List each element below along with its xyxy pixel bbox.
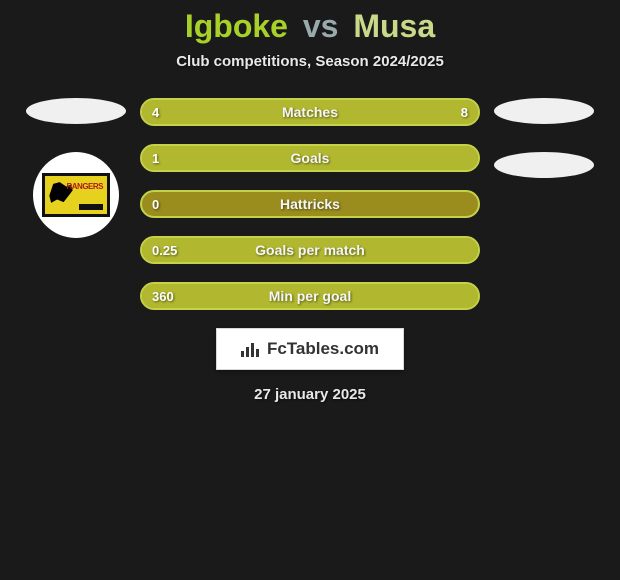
date-text: 27 january 2025: [254, 386, 366, 403]
brand-box[interactable]: FcTables.com: [216, 328, 404, 370]
rangers-badge: RANGERS: [42, 173, 110, 217]
stat-left-value: 0: [152, 197, 159, 212]
stat-left-value: 4: [152, 105, 159, 120]
stat-row: 0.25 Goals per match: [140, 236, 480, 264]
content-row: RANGERS 4 Matches 8 1 Goals 0 Hattricks 0.25 Goa…: [0, 98, 620, 310]
widget-container: Igboke vs Musa Club competitions, Season…: [0, 0, 620, 403]
stat-row: 1 Goals: [140, 144, 480, 172]
stat-row: 0 Hattricks: [140, 190, 480, 218]
player2-name: Musa: [353, 8, 435, 44]
right-side: [494, 98, 594, 178]
badge-bar-icon: [79, 204, 103, 210]
subtitle: Club competitions, Season 2024/2025: [176, 53, 444, 70]
brand-text: FcTables.com: [267, 339, 379, 359]
player1-name: Igboke: [185, 8, 288, 44]
stat-row: 360 Min per goal: [140, 282, 480, 310]
stat-label: Matches: [282, 104, 338, 120]
footer: FcTables.com 27 january 2025: [216, 328, 404, 403]
vs-text: vs: [303, 8, 339, 44]
stat-label: Hattricks: [280, 196, 340, 212]
stat-row: 4 Matches 8: [140, 98, 480, 126]
club-label: RANGERS: [66, 182, 103, 191]
stat-left-value: 0.25: [152, 243, 177, 258]
player2-avatar-placeholder: [494, 98, 594, 124]
stat-label: Min per goal: [269, 288, 351, 304]
stat-label: Goals: [291, 150, 330, 166]
player1-avatar-placeholder: [26, 98, 126, 124]
left-side: RANGERS: [26, 98, 126, 238]
stat-right-value: 8: [461, 105, 468, 120]
bars-icon: [241, 341, 261, 357]
stat-left-value: 1: [152, 151, 159, 166]
player1-club-badge: RANGERS: [33, 152, 119, 238]
player2-club-placeholder: [494, 152, 594, 178]
stats-bars: 4 Matches 8 1 Goals 0 Hattricks 0.25 Goals per m…: [140, 98, 480, 310]
title-row: Igboke vs Musa: [185, 8, 435, 45]
stat-label: Goals per match: [255, 242, 365, 258]
stat-left-value: 360: [152, 289, 174, 304]
